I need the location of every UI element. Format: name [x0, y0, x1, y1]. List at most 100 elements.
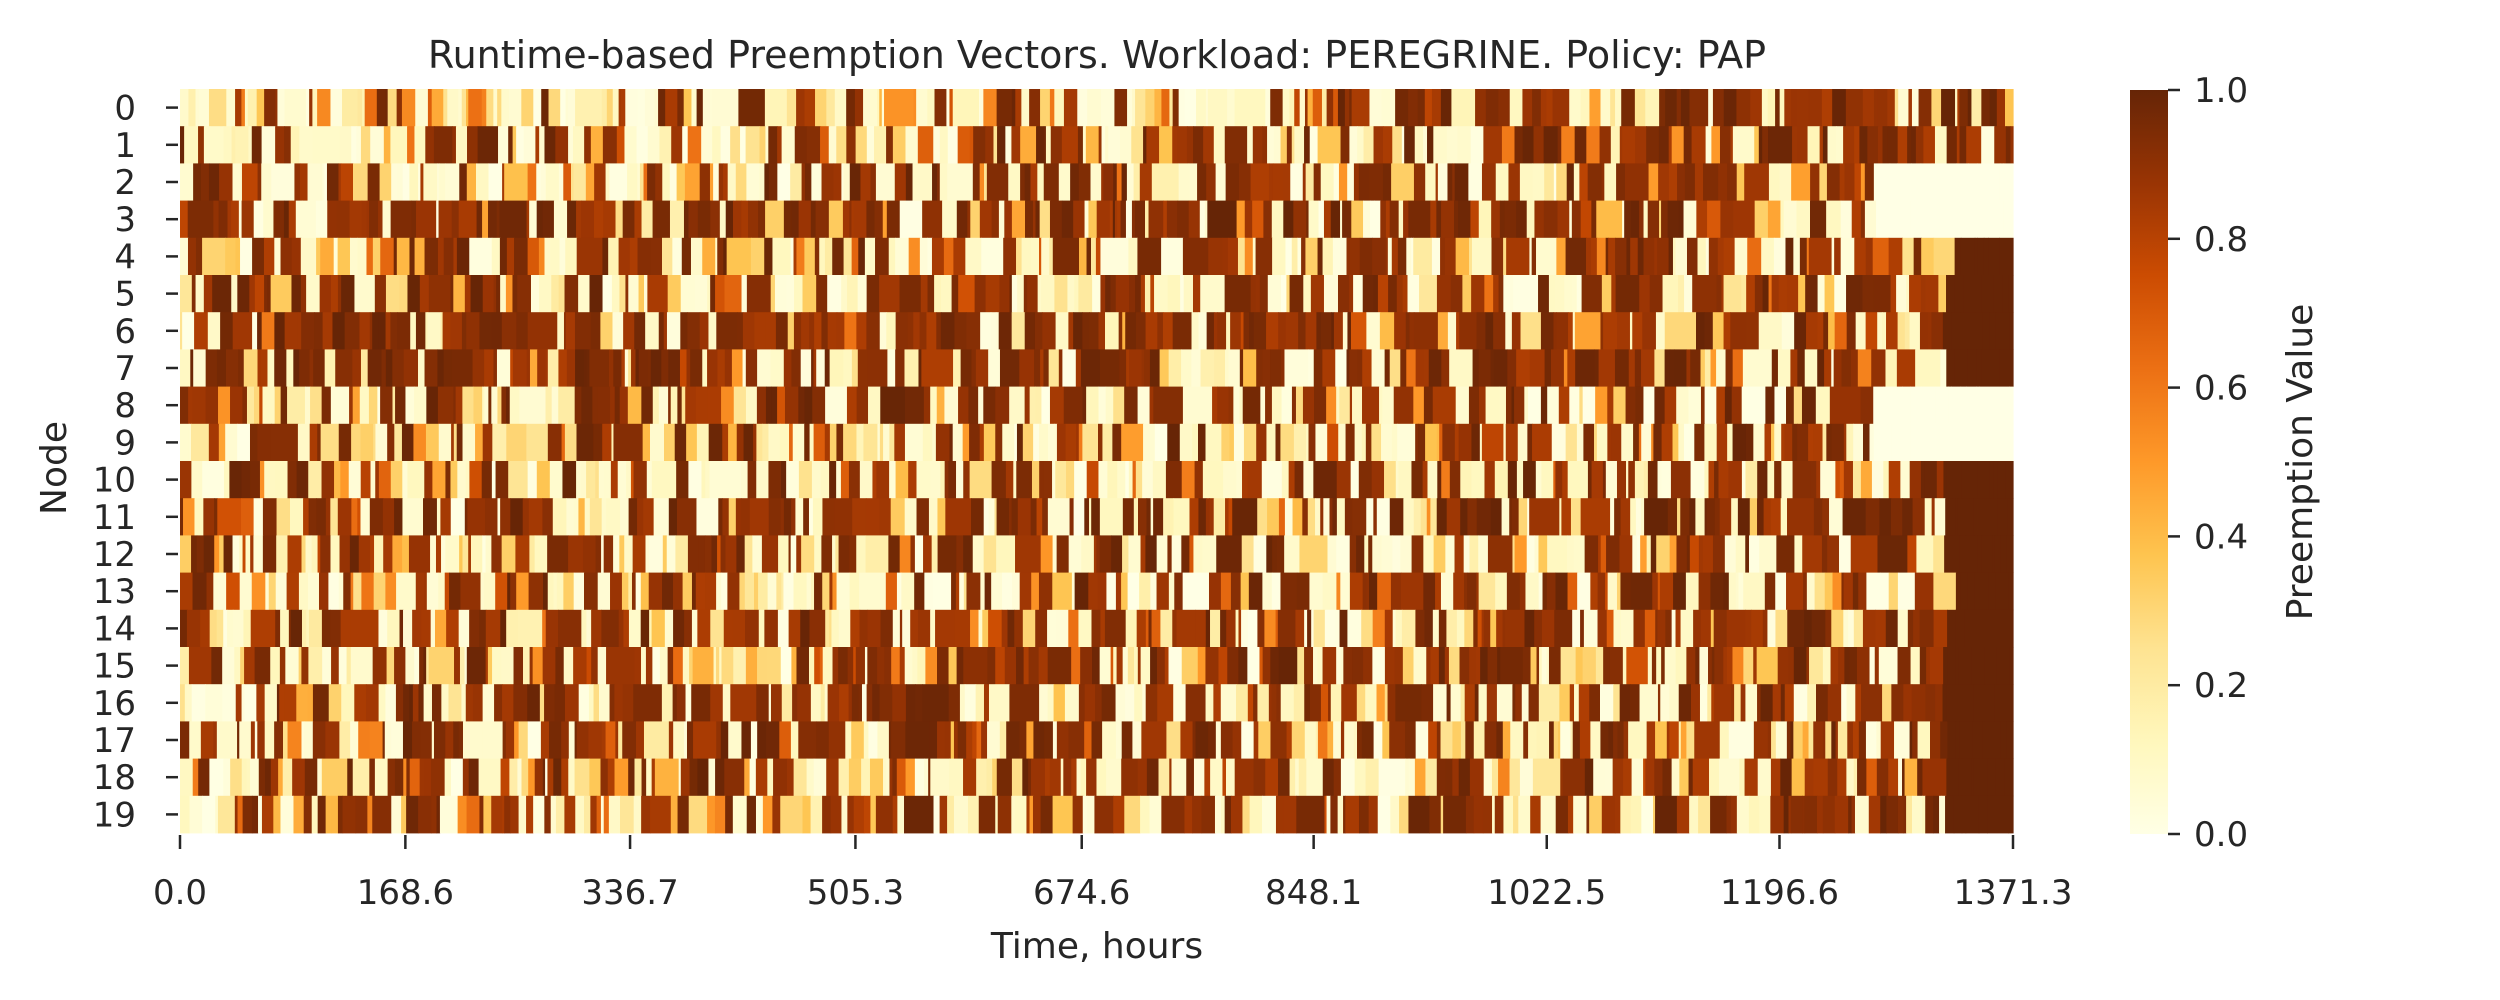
heatmap-cell	[1610, 126, 1621, 164]
heatmap-cell	[1286, 721, 1293, 759]
heatmap-cell	[1125, 609, 1138, 648]
heatmap-cell	[1471, 423, 1481, 462]
heatmap-cell	[1465, 721, 1475, 759]
heatmap-cell	[1981, 535, 1993, 573]
heatmap-cell	[1909, 275, 1922, 313]
heatmap-cell	[276, 498, 291, 536]
heatmap-cell	[1240, 312, 1245, 350]
heatmap-cell	[998, 200, 1005, 239]
heatmap-cell	[1993, 461, 1999, 499]
heatmap-cell	[1205, 423, 1222, 462]
heatmap-cell	[1664, 386, 1677, 425]
heatmap-cell	[994, 498, 998, 536]
heatmap-cell	[1406, 237, 1412, 276]
heatmap-cell	[240, 647, 245, 685]
heatmap-cell	[1387, 237, 1393, 276]
heatmap-cell	[1413, 312, 1439, 350]
heatmap-cell	[1058, 349, 1063, 387]
heatmap-cell	[433, 126, 453, 164]
heatmap-cell	[215, 795, 219, 834]
heatmap-cell	[1132, 721, 1142, 759]
heatmap-cell	[1633, 609, 1646, 648]
heatmap-cell	[462, 721, 484, 759]
heatmap-cell	[904, 423, 924, 462]
heatmap-cell	[1512, 684, 1516, 722]
heatmap-cell	[1289, 89, 1295, 127]
heatmap-cell	[180, 312, 183, 350]
heatmap-cell	[565, 237, 578, 276]
heatmap-cell	[1271, 684, 1278, 722]
heatmap-cell	[1062, 349, 1077, 387]
heatmap-cell	[939, 795, 948, 834]
heatmap-cell	[1113, 795, 1125, 834]
heatmap-cell	[250, 609, 276, 648]
heatmap-cell	[1575, 349, 1595, 387]
heatmap-cell	[316, 237, 321, 276]
heatmap-cell	[1009, 498, 1013, 536]
heatmap-cell	[290, 126, 301, 164]
heatmap-cell	[1858, 572, 1867, 611]
heatmap-cell	[1429, 795, 1442, 834]
heatmap-cell	[1201, 795, 1216, 834]
heatmap-cell	[1896, 423, 1912, 462]
heatmap-cell	[1168, 572, 1175, 611]
heatmap-cell	[467, 498, 486, 536]
x-tick-label: 674.6	[1033, 873, 1130, 913]
heatmap-cell	[453, 386, 457, 425]
heatmap-cell	[370, 535, 375, 573]
heatmap-cell	[1125, 200, 1133, 239]
heatmap-cell	[385, 572, 397, 611]
heatmap-cell	[1678, 200, 1685, 239]
heatmap-cell	[1344, 498, 1353, 536]
heatmap-cell	[1301, 237, 1307, 276]
heatmap-cell	[1087, 795, 1096, 834]
heatmap-cell	[905, 126, 919, 164]
heatmap-cell	[701, 461, 706, 499]
heatmap-cell	[1790, 795, 1803, 834]
heatmap-cell	[1596, 200, 1623, 239]
heatmap-cell	[741, 275, 748, 313]
heatmap-cell	[1217, 386, 1230, 425]
heatmap-cell	[1916, 535, 1934, 573]
heatmap-cell	[707, 349, 719, 387]
heatmap-cell	[301, 200, 317, 239]
heatmap-cell	[1723, 572, 1730, 611]
heatmap-cell	[1808, 89, 1823, 127]
heatmap-cell	[414, 386, 427, 425]
heatmap-cell	[1567, 572, 1578, 611]
heatmap-cell	[203, 535, 215, 573]
heatmap-cell	[1484, 275, 1494, 313]
heatmap-cell	[710, 609, 725, 648]
heatmap-cell	[1736, 795, 1750, 834]
heatmap-cell	[1037, 163, 1045, 201]
heatmap-cell	[1379, 386, 1383, 425]
heatmap-cell	[415, 572, 425, 611]
heatmap-cell	[468, 89, 483, 127]
heatmap-cell	[1529, 498, 1560, 536]
heatmap-cell	[1700, 386, 1706, 425]
heatmap-cell	[1247, 461, 1263, 499]
heatmap-cell	[848, 684, 853, 722]
heatmap-cell	[1336, 461, 1352, 499]
heatmap-cell	[723, 237, 728, 276]
heatmap-cell	[1321, 89, 1328, 127]
x-tick-label: 505.3	[807, 873, 904, 913]
heatmap-cell	[757, 647, 768, 685]
heatmap-cell	[1257, 609, 1265, 648]
heatmap-cell	[1428, 349, 1442, 387]
heatmap-cell	[963, 461, 971, 499]
heatmap-cell	[1098, 461, 1108, 499]
heatmap-cell	[308, 461, 323, 499]
heatmap-cell	[827, 312, 838, 350]
heatmap-cell	[275, 609, 281, 648]
heatmap-cell	[1078, 609, 1093, 648]
heatmap-cell	[1786, 721, 1791, 759]
heatmap-cell	[1918, 89, 1933, 127]
heatmap-cell	[1117, 461, 1126, 499]
heatmap-cell	[856, 423, 865, 462]
heatmap-cell	[698, 535, 706, 573]
heatmap-cell	[254, 647, 271, 685]
heatmap-cell	[482, 275, 495, 313]
heatmap-cell	[1252, 237, 1257, 276]
heatmap-cell	[243, 609, 252, 648]
